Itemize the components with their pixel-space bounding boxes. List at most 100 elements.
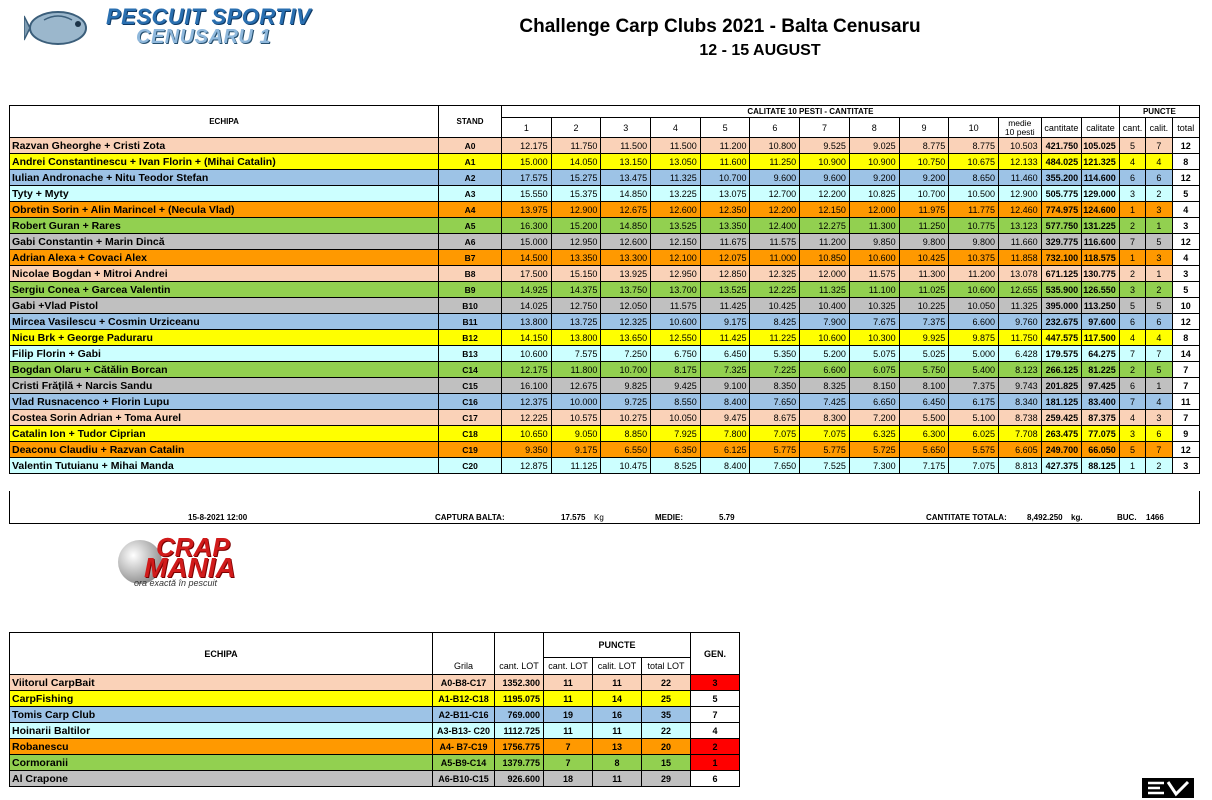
fish-weight-cell: 10.600	[948, 281, 999, 298]
club-row: Al Crapone A6-B10-C15 926.600 18 11 29 6	[9, 770, 740, 787]
avg-cell: 8.123	[998, 361, 1042, 378]
fish-weight-cell: 14.375	[550, 281, 602, 298]
fish-weight-cell: 7.175	[898, 457, 950, 474]
fish-weight-cell: 6.550	[600, 441, 652, 458]
fish-weight-cell: 6.750	[650, 345, 701, 362]
fish-weight-cell: 11.200	[948, 265, 999, 282]
fish-weight-cell: 13.075	[699, 185, 751, 202]
fish-weight-cell: 13.225	[650, 185, 701, 202]
points-total-cell: 7	[1171, 377, 1201, 394]
club-points-total-cell: 15	[641, 754, 691, 771]
fish-weight-cell: 10.575	[550, 409, 602, 426]
fish-weight-cell: 6.450	[898, 393, 950, 410]
clubs-header-pts-quality: calit. LOT	[592, 657, 642, 675]
table-row: Cristi Frățilă + Narcis Sandu C15 16.100 12…	[8, 377, 1201, 394]
club-points-total-cell: 22	[641, 722, 691, 739]
points-quality-cell: 6	[1145, 313, 1173, 330]
points-quality-cell: 4	[1145, 153, 1173, 170]
team-name-cell: Tyty + Myty	[8, 185, 440, 202]
crap-mania-logo: CRAP MANIA ora exactă în pescuit	[118, 532, 268, 590]
fish-weight-cell: 13.050	[650, 153, 701, 170]
fish-weight-cell: 13.725	[550, 313, 602, 330]
fish-weight-cell: 11.250	[898, 217, 950, 234]
table-row: Iulian Andronache + Nitu Teodor Stefan A2…	[8, 169, 1201, 186]
crap-mania-ball-icon	[118, 540, 162, 584]
fish-weight-cell: 5.750	[898, 361, 950, 378]
club-points-qty-cell: 11	[543, 690, 593, 707]
points-total-cell: 11	[1171, 393, 1201, 410]
qty-cell: 447.575	[1040, 329, 1083, 346]
fish-weight-cell: 7.425	[799, 393, 850, 410]
fish-weight-cell: 8.675	[749, 409, 801, 426]
clubs-header-points: PUNCTE	[543, 632, 691, 658]
header-points-group: PUNCTE	[1118, 105, 1201, 118]
fish-weight-cell: 14.925	[500, 281, 552, 298]
fish-weight-cell: 5.775	[749, 441, 801, 458]
fish-weight-cell: 11.200	[699, 137, 751, 154]
fish-weight-cell: 12.400	[749, 217, 801, 234]
avg-cell: 9.760	[998, 313, 1042, 330]
fish-weight-cell: 6.450	[699, 345, 751, 362]
fish-weight-cell: 13.975	[500, 201, 552, 218]
points-qty-cell: 2	[1118, 361, 1147, 378]
fish-weight-cell: 13.475	[600, 169, 652, 186]
quality-cell: 83.400	[1081, 393, 1120, 410]
team-name-cell: Costea Sorin Adrian + Toma Aurel	[8, 409, 440, 426]
fish-weight-cell: 6.600	[799, 361, 850, 378]
club-grid-cell: A6-B10-C15	[432, 770, 495, 787]
fish-weight-cell: 12.675	[550, 377, 602, 394]
fish-weight-cell: 12.950	[550, 233, 602, 250]
stand-cell: B7	[438, 249, 502, 266]
fish-weight-cell: 12.850	[699, 265, 751, 282]
fish-weight-cell: 8.525	[650, 457, 701, 474]
fish-weight-cell: 9.425	[650, 377, 701, 394]
fish-weight-cell: 14.050	[550, 153, 602, 170]
points-total-cell: 14	[1171, 345, 1201, 362]
quality-cell: 131.225	[1081, 217, 1120, 234]
fish-weight-cell: 13.650	[600, 329, 652, 346]
header-fish-9: 9	[898, 117, 950, 138]
fish-weight-cell: 10.700	[600, 361, 652, 378]
fish-weight-cell: 13.525	[699, 281, 751, 298]
fish-weight-cell: 13.300	[600, 249, 652, 266]
points-quality-cell: 1	[1145, 265, 1173, 282]
results-footer: 15-8-2021 12:00 CAPTURA BALTA: 17.575 Kg…	[9, 491, 1200, 524]
fish-weight-cell: 12.200	[799, 185, 850, 202]
club-points-qty-cell: 7	[543, 754, 593, 771]
quality-cell: 77.075	[1081, 425, 1120, 442]
fish-weight-cell: 9.925	[898, 329, 950, 346]
team-name-cell: Mircea Vasilescu + Cosmin Urziceanu	[8, 313, 440, 330]
fish-weight-cell: 5.725	[848, 441, 900, 458]
fish-weight-cell: 15.000	[500, 233, 552, 250]
fish-weight-cell: 12.350	[699, 201, 751, 218]
club-points-total-cell: 35	[641, 706, 691, 723]
clubs-header-lot: cant. LOT	[494, 657, 544, 675]
fish-weight-cell: 9.825	[600, 377, 652, 394]
team-name-cell: Iulian Andronache + Nitu Teodor Stefan	[8, 169, 440, 186]
logo-line1: PESCUIT SPORTIV	[106, 4, 312, 29]
fish-weight-cell: 9.200	[848, 169, 900, 186]
fish-weight-cell: 10.700	[699, 169, 751, 186]
pescuit-sportiv-logo: PESCUIT SPORTIV CENUSARU 1	[18, 2, 312, 54]
fish-weight-cell: 9.025	[848, 137, 900, 154]
footer-avg-label: MEDIE:	[655, 513, 683, 522]
avg-cell: 11.660	[998, 233, 1042, 250]
points-quality-cell: 7	[1145, 137, 1173, 154]
avg-cell: 8.340	[998, 393, 1042, 410]
clubs-header-grid: Grila	[432, 657, 495, 675]
club-points-total-cell: 29	[641, 770, 691, 787]
club-lot-cell: 1379.775	[494, 754, 544, 771]
fish-weight-cell: 14.500	[500, 249, 552, 266]
fish-weight-cell: 11.775	[948, 201, 999, 218]
fish-weight-cell: 13.700	[650, 281, 701, 298]
avg-cell: 12.900	[998, 185, 1042, 202]
stand-cell: A1	[438, 153, 502, 170]
fish-weight-cell: 12.275	[799, 217, 850, 234]
fish-weight-cell: 14.850	[600, 217, 652, 234]
club-points-quality-cell: 11	[592, 770, 642, 787]
fish-weight-cell: 6.025	[948, 425, 999, 442]
stand-cell: B13	[438, 345, 502, 362]
footer-avg-value: 5.79	[719, 513, 735, 522]
fish-weight-cell: 9.725	[600, 393, 652, 410]
fish-weight-cell: 17.500	[500, 265, 552, 282]
